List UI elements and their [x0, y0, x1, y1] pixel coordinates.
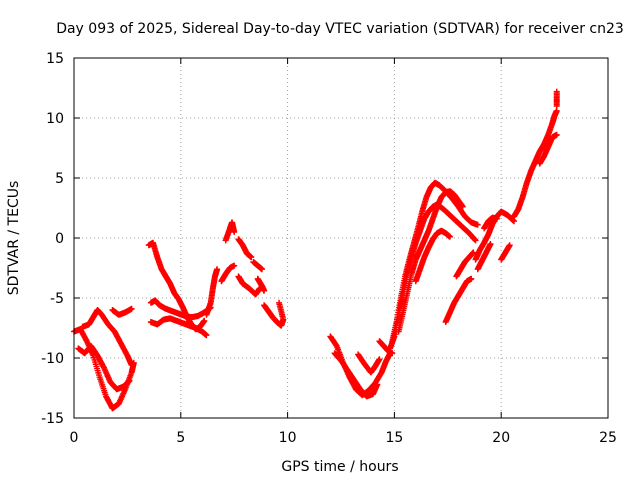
- data-point: [201, 317, 208, 324]
- series-morning-a: [145, 239, 208, 333]
- series-early-c: [79, 307, 135, 369]
- data-point: [470, 249, 477, 256]
- series-night-c: [355, 351, 383, 376]
- data-point: [128, 362, 135, 369]
- y-tick-label: 0: [55, 231, 64, 247]
- series-midday-d: [235, 273, 263, 298]
- series-rise-h: [481, 214, 500, 232]
- data-point: [231, 262, 238, 269]
- data-point: [203, 332, 210, 339]
- series-night-b: [331, 350, 381, 400]
- y-tick-label: 15: [46, 51, 64, 67]
- plot-frame: [73, 57, 609, 419]
- series-midday-a: [218, 262, 238, 285]
- data-point: [553, 103, 560, 109]
- data-point: [376, 356, 383, 363]
- x-tick-label: 15: [385, 430, 403, 446]
- series-late-c: [553, 88, 560, 109]
- series-rise-d: [412, 227, 453, 285]
- series-midday-b: [222, 219, 238, 244]
- series-morning-d: [203, 266, 221, 318]
- data-point: [472, 237, 479, 244]
- data-point: [493, 215, 500, 222]
- y-tick-label: 5: [55, 171, 64, 187]
- data-point: [214, 266, 221, 273]
- series-morning-c: [147, 315, 210, 339]
- x-tick-label: 10: [279, 430, 297, 446]
- data-point: [126, 377, 133, 384]
- series-late: [511, 107, 560, 220]
- series-rise-e: [442, 275, 475, 325]
- series-early-b: [75, 343, 133, 393]
- data-point: [468, 275, 475, 282]
- y-tick-label: -10: [41, 351, 64, 367]
- series-rise-f: [453, 249, 477, 280]
- data-point: [553, 131, 560, 138]
- series-night-d: [376, 338, 396, 357]
- chart-title: Day 093 of 2025, Sidereal Day-to-day VTE…: [56, 21, 624, 37]
- y-tick-label: -5: [50, 291, 64, 307]
- x-axis-label: GPS time / hours: [281, 459, 398, 475]
- data-point: [374, 381, 381, 388]
- data-point: [128, 305, 135, 312]
- x-tick-label: 20: [492, 430, 510, 446]
- data-point: [276, 299, 283, 306]
- data-point: [506, 242, 513, 249]
- data-point: [248, 254, 255, 261]
- series-rise-c: [395, 188, 466, 335]
- series-midday-f: [254, 275, 268, 294]
- data-point: [231, 229, 238, 235]
- data-point: [487, 241, 494, 247]
- grid-lines: [74, 58, 608, 418]
- x-tick-label: 0: [70, 430, 79, 446]
- x-tick-label: 5: [176, 430, 185, 446]
- series-midday-c: [235, 236, 255, 261]
- series-late-b: [536, 131, 560, 167]
- y-tick-label: 10: [46, 111, 64, 127]
- series-rise-i: [474, 241, 494, 273]
- data-point: [446, 233, 453, 240]
- y-axis-label: SDTVAR / TECUs: [6, 181, 22, 296]
- y-tick-label: -15: [41, 411, 64, 427]
- y-tick-labels: -15 -10 -5 0 5 10 15: [41, 51, 64, 427]
- series-early-d: [109, 305, 135, 318]
- series-midday-e: [250, 259, 265, 273]
- x-tick-labels: 0 5 10 15 20 25: [70, 430, 617, 446]
- data-point: [474, 221, 481, 228]
- data-point: [389, 350, 396, 357]
- data-points: [71, 88, 560, 412]
- data-point: [258, 266, 265, 273]
- data-point: [261, 287, 268, 294]
- data-point: [459, 203, 466, 210]
- series-rise-j: [498, 242, 513, 263]
- series-midday-g: [261, 299, 287, 329]
- x-tick-label: 25: [599, 430, 617, 446]
